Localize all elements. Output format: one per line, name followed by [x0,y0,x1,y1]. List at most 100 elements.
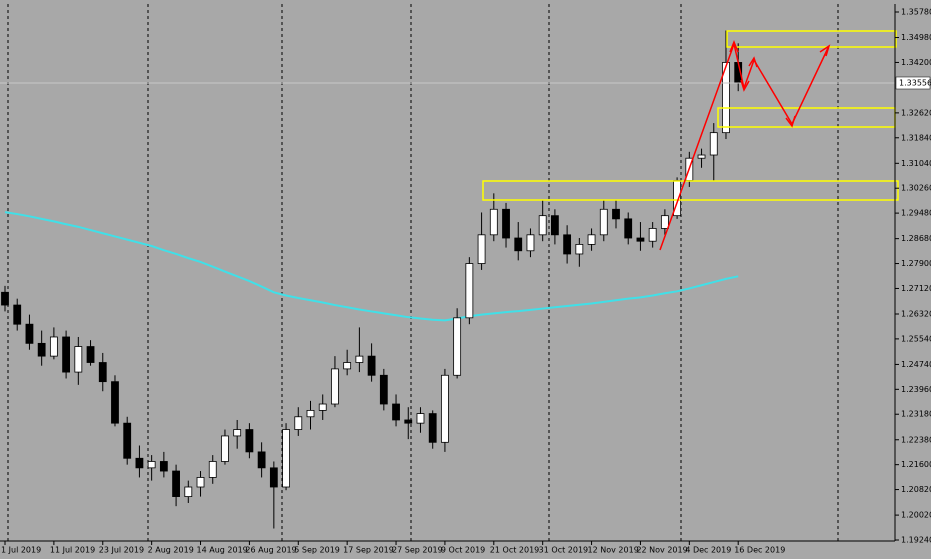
candle-body [489,208,498,236]
y-tick-label: 1.20020 [901,511,931,520]
current-price-box [895,76,931,90]
candle-body [624,218,633,239]
candle-body [526,234,535,252]
candle-body [318,403,327,411]
x-tick-label: 9 Oct 2019 [441,546,485,555]
candle-body [331,368,339,405]
candle-body [306,409,315,418]
candle-body [208,461,217,478]
x-tick-label: 1 Jul 2019 [1,546,41,555]
y-tick-label: 1.25540 [901,334,931,343]
candle-body [636,237,645,242]
candle-body [269,467,278,488]
candle-body [538,215,547,236]
y-tick-label: 1.30260 [901,184,931,193]
y-tick-label: 1.27120 [901,284,931,293]
candle-body [379,374,388,405]
candle-body [392,403,400,421]
x-tick-label: 12 Nov 2019 [588,546,639,555]
x-tick-label: 22 Nov 2019 [636,546,687,555]
y-tick-label: 1.28680 [901,234,931,243]
candle-body [233,429,242,437]
candle-body [98,362,107,383]
candle-body [343,362,352,370]
x-tick-label: 27 Sep 2019 [392,546,443,555]
x-tick-label: 16 Dec 2019 [734,546,785,555]
candle-body [502,208,510,239]
candle-body [159,461,168,472]
projection-arrows [659,39,831,251]
candle-body [587,234,596,245]
y-tick-label: 1.27900 [901,259,931,268]
y-tick-label: 1.19240 [901,536,931,545]
candle-body [49,336,58,357]
y-tick-label: 1.29480 [901,209,931,218]
x-tick-label: 14 Aug 2019 [197,546,248,555]
candle-body [660,215,669,229]
candle-body [477,234,486,264]
candle-body [709,132,718,156]
candle-body [147,461,156,469]
candle-body [404,419,413,424]
candle-body [196,477,205,488]
candle-body [367,355,376,376]
candle-body [612,208,620,220]
y-tick-label: 1.20820 [901,485,931,494]
x-tick-label: 31 Oct 2019 [539,546,588,555]
candle-body [86,346,95,363]
candle-body [599,208,608,236]
candle-body [648,228,657,242]
candle-body [551,215,559,236]
candle-body [514,237,523,252]
y-tick-label: 1.23180 [901,410,931,419]
x-tick-label: 5 Sep 2019 [294,546,340,555]
moving-average [4,211,739,322]
candle-body [62,336,70,373]
x-tick-label: 26 Aug 2019 [245,546,296,555]
candle-body [221,435,229,462]
candle-body [453,317,462,376]
y-tick-label: 1.26320 [901,309,931,318]
candle-body [697,154,706,159]
candle-body [294,416,303,430]
current-price-label: 1.33556 [899,78,931,87]
y-tick-label: 1.31040 [901,159,931,168]
candle-body [37,342,46,357]
candle-body [722,62,730,134]
x-tick-label: 17 Sep 2019 [343,546,394,555]
candle-body [575,243,584,255]
candle-body [74,346,83,373]
y-tick-label: 1.31840 [901,133,931,142]
candle-body [135,457,144,469]
candle-body [465,263,474,319]
candle-body [257,451,266,469]
x-tick-label: 4 Dec 2019 [685,546,731,555]
y-tick-label: 1.34200 [901,58,931,67]
x-tick-label: 23 Jul 2019 [99,546,144,555]
y-tick-label: 1.35780 [901,8,931,17]
y-tick-label: 1.32620 [901,108,931,117]
candle-body [1,291,9,306]
candle-body [282,429,290,488]
candle-body [25,323,34,344]
candle-body [111,381,119,424]
x-tick-label: 11 Jul 2019 [50,546,95,555]
candle-body [245,429,254,453]
y-tick-label: 1.34980 [901,33,931,42]
y-tick-label: 1.24740 [901,360,931,369]
candle-body [172,470,180,497]
candle-body [416,413,425,424]
candle-body [13,304,22,325]
x-tick-label: 2 Aug 2019 [148,546,194,555]
y-tick-label: 1.23960 [901,385,931,394]
y-tick-label: 1.22380 [901,435,931,444]
x-tick-label: 21 Oct 2019 [490,546,539,555]
y-tick-label: 1.21600 [901,460,931,469]
candle-body [184,486,193,497]
candle-body [123,422,132,459]
candle-body [428,413,437,443]
candle-body [441,374,449,443]
candle-body [355,355,364,363]
candle-body [563,234,572,255]
